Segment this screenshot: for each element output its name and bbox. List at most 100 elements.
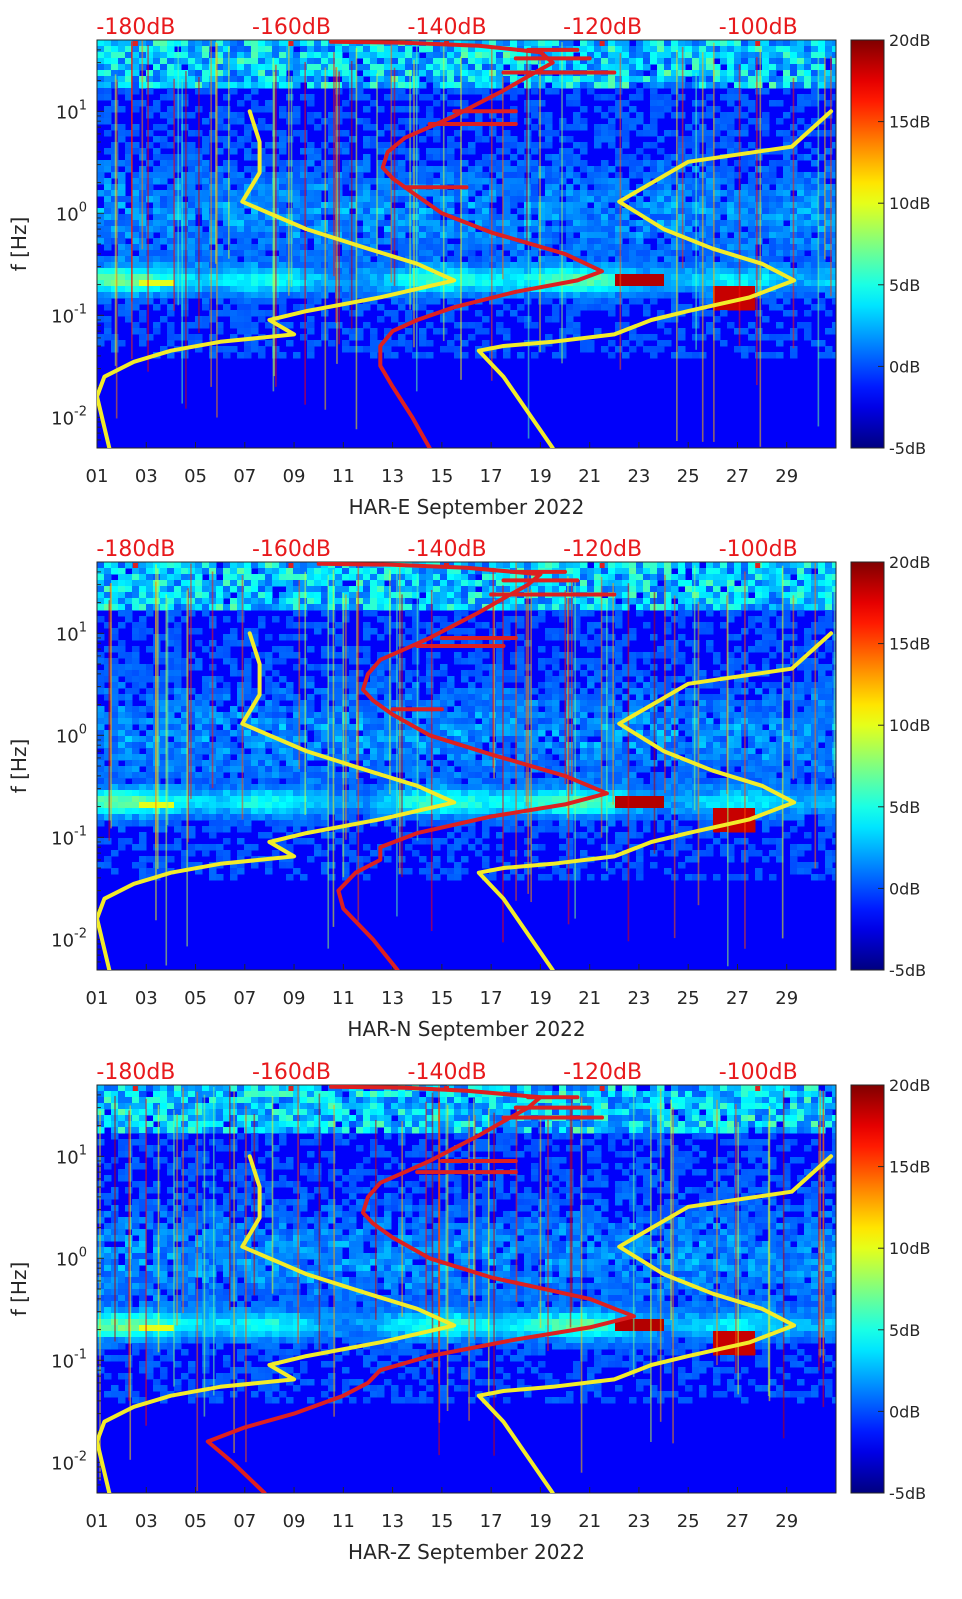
colorbar-label: 10dB: [889, 1239, 931, 1258]
x-tick-label: 19: [529, 988, 552, 1009]
db-axis-marker: [288, 41, 294, 46]
db-axis-label: -180dB: [96, 15, 175, 40]
db-axis-label: -160dB: [252, 537, 331, 562]
y-tick-label: 101: [56, 98, 87, 123]
colorbar-label: 15dB: [889, 1158, 931, 1177]
x-tick-label: 07: [233, 466, 256, 487]
db-axis-label: -180dB: [96, 537, 175, 562]
x-tick-label: 29: [775, 1511, 798, 1532]
colorbar-gradient: [850, 39, 885, 449]
colorbar-label: 15dB: [889, 635, 931, 654]
x-tick-label: 25: [677, 988, 700, 1009]
x-tick-label: 19: [529, 466, 552, 487]
x-tick-label: 01: [86, 466, 109, 487]
x-tick-label: 27: [726, 988, 749, 1009]
y-tick-label: 10-2: [51, 926, 87, 951]
colorbar-label: 0dB: [889, 357, 920, 376]
db-axis-label: -140dB: [408, 537, 487, 562]
x-axis-title: HAR-E September 2022: [349, 495, 585, 519]
x-tick-label: 21: [578, 1511, 601, 1532]
db-axis-label: -120dB: [563, 1060, 642, 1085]
colorbar-label: 15dB: [889, 113, 931, 132]
db-axis-marker: [288, 563, 294, 568]
db-axis-label: -160dB: [252, 1060, 331, 1085]
x-tick-label: 11: [332, 466, 355, 487]
db-axis-label: -100dB: [719, 15, 798, 40]
colorbar-label: -5dB: [889, 439, 926, 458]
colorbar-gradient: [850, 561, 885, 971]
x-tick-label: 13: [381, 466, 404, 487]
x-tick-label: 23: [627, 1511, 650, 1532]
yellow-curve: [97, 631, 457, 970]
colorbar-label: -5dB: [889, 961, 926, 980]
x-tick-label: 25: [677, 1511, 700, 1532]
yellow-curve: [97, 109, 457, 448]
colorbar-label: 20dB: [889, 1076, 931, 1095]
spectrogram-heatmap: [97, 1085, 836, 1493]
x-tick-label: 05: [184, 988, 207, 1009]
db-axis-marker: [755, 563, 761, 568]
colorbar-label: -5dB: [889, 1484, 926, 1503]
x-tick-label: 25: [677, 466, 700, 487]
colorbar-label: 20dB: [889, 553, 931, 572]
colorbar-label: 10dB: [889, 194, 931, 213]
x-tick-label: 11: [332, 1511, 355, 1532]
y-axis-title: f [Hz]: [7, 217, 31, 272]
x-tick-label: 03: [135, 988, 158, 1009]
db-axis-label: -100dB: [719, 1060, 798, 1085]
db-axis-label: -140dB: [408, 15, 487, 40]
db-axis-label: -120dB: [563, 537, 642, 562]
colorbar-label: 5dB: [889, 798, 920, 817]
x-tick-label: 03: [135, 466, 158, 487]
y-tick-label: 10-1: [51, 302, 87, 327]
db-axis-label: -120dB: [563, 15, 642, 40]
y-axis-title: f [Hz]: [7, 739, 31, 794]
x-tick-label: 11: [332, 988, 355, 1009]
panel-3: 01 03 05 07 09 11 13 15 17 19 21 23 25 27 29 HAR-Z Sept…: [7, 1060, 931, 1564]
y-tick-label: 100: [56, 722, 87, 747]
db-axis-marker: [755, 41, 761, 46]
panel-1: 01 03 05 07 09 11 13 15 17 19 21 23 25 27 29 HAR-E Sept…: [7, 15, 931, 519]
y-tick-label: 10-2: [51, 1449, 87, 1474]
db-axis-label: -140dB: [408, 1060, 487, 1085]
y-tick-label: 100: [56, 200, 87, 225]
colorbar-label: 20dB: [889, 31, 931, 50]
x-tick-label: 01: [86, 1511, 109, 1532]
colorbar-label: 0dB: [889, 879, 920, 898]
x-tick-label: 05: [184, 466, 207, 487]
colorbar-label: 5dB: [889, 1321, 920, 1340]
y-axis-title: f [Hz]: [7, 1262, 31, 1317]
x-tick-label: 23: [627, 466, 650, 487]
x-tick-label: 09: [283, 466, 306, 487]
x-tick-label: 03: [135, 1511, 158, 1532]
colorbar-label: 0dB: [889, 1402, 920, 1421]
x-tick-label: 27: [726, 1511, 749, 1532]
x-tick-label: 15: [430, 988, 453, 1009]
x-tick-label: 19: [529, 1511, 552, 1532]
x-tick-label: 09: [283, 1511, 306, 1532]
spectrogram-heatmap: [97, 40, 836, 448]
colorbar: 20dB 15dB 10dB 5dB 0dB -5dB: [850, 553, 931, 980]
y-tick-label: 101: [56, 620, 87, 645]
colorbar: 20dB 15dB 10dB 5dB 0dB -5dB: [850, 1076, 931, 1503]
x-tick-label: 29: [775, 988, 798, 1009]
x-tick-label: 07: [233, 988, 256, 1009]
y-tick-label: 100: [56, 1245, 87, 1270]
x-tick-label: 13: [381, 988, 404, 1009]
db-axis-marker: [288, 1086, 294, 1091]
x-tick-label: 15: [430, 1511, 453, 1532]
x-tick-label: 05: [184, 1511, 207, 1532]
colorbar-label: 5dB: [889, 276, 920, 295]
db-axis-marker: [599, 563, 605, 568]
x-tick-label: 27: [726, 466, 749, 487]
x-tick-label: 21: [578, 988, 601, 1009]
x-tick-label: 21: [578, 466, 601, 487]
x-tick-label: 17: [480, 1511, 503, 1532]
y-tick-label: 10-1: [51, 1347, 87, 1372]
x-tick-label: 29: [775, 466, 798, 487]
db-axis-label: -180dB: [96, 1060, 175, 1085]
x-axis-title: HAR-N September 2022: [347, 1017, 585, 1041]
y-tick-label: 101: [56, 1143, 87, 1168]
x-axis-title: HAR-Z September 2022: [348, 1540, 585, 1564]
